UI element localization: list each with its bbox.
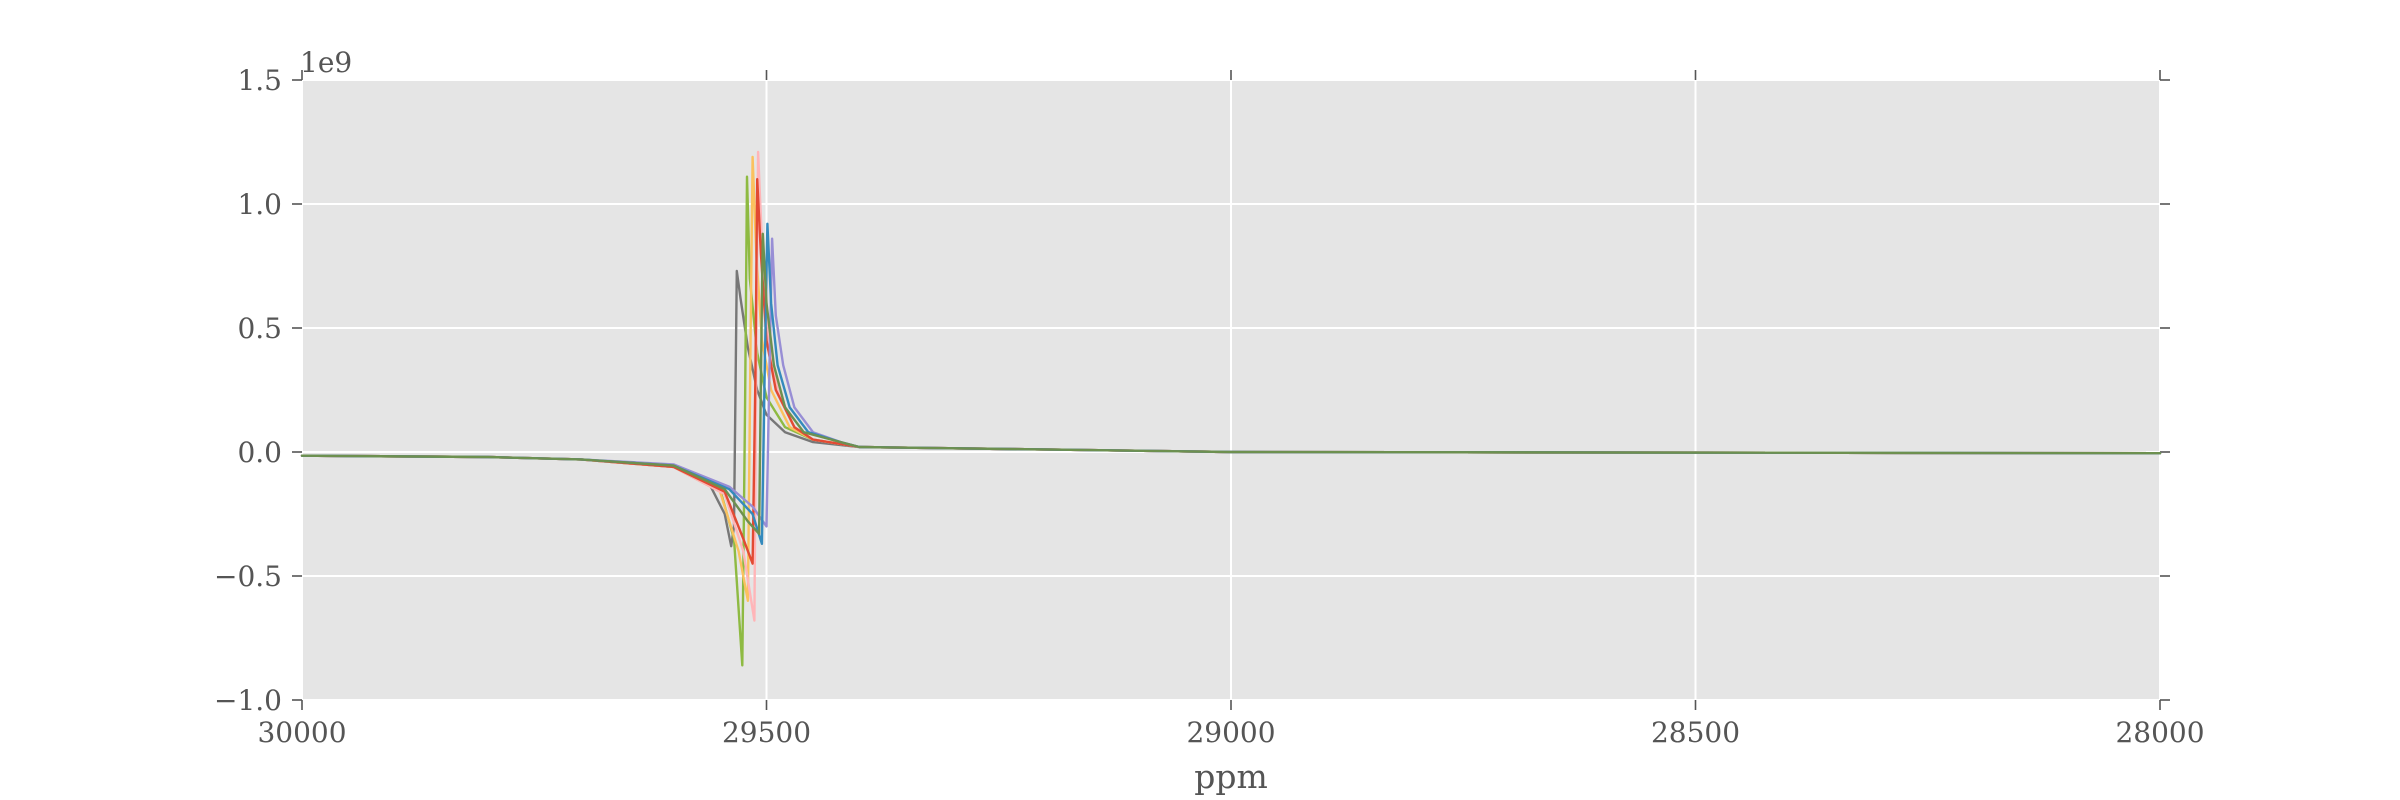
tick-labels: 30000 29500 29000 28500 28000 −1.0 −0.5 0.0 0.5 1… bbox=[214, 64, 2205, 749]
x-tick-label: 28000 bbox=[2115, 716, 2204, 749]
x-axis-title: ppm bbox=[1194, 757, 1268, 796]
y-tick-label: 1.5 bbox=[237, 64, 282, 97]
y-tick-label: 0.0 bbox=[237, 436, 282, 469]
x-tick-label: 28500 bbox=[1651, 716, 1740, 749]
y-tick-label: −0.5 bbox=[214, 560, 282, 593]
y-tick-label: −1.0 bbox=[214, 684, 282, 717]
ticks bbox=[292, 70, 2170, 710]
series-lines bbox=[300, 150, 2162, 667]
x-tick-label: 30000 bbox=[257, 716, 346, 749]
x-tick-label: 29500 bbox=[722, 716, 811, 749]
y-offset-label: 1e9 bbox=[300, 46, 352, 79]
y-tick-label: 1.0 bbox=[237, 188, 282, 221]
series-line-8 bbox=[300, 232, 2162, 535]
x-tick-label: 29000 bbox=[1186, 716, 1275, 749]
y-tick-label: 0.5 bbox=[237, 312, 282, 345]
